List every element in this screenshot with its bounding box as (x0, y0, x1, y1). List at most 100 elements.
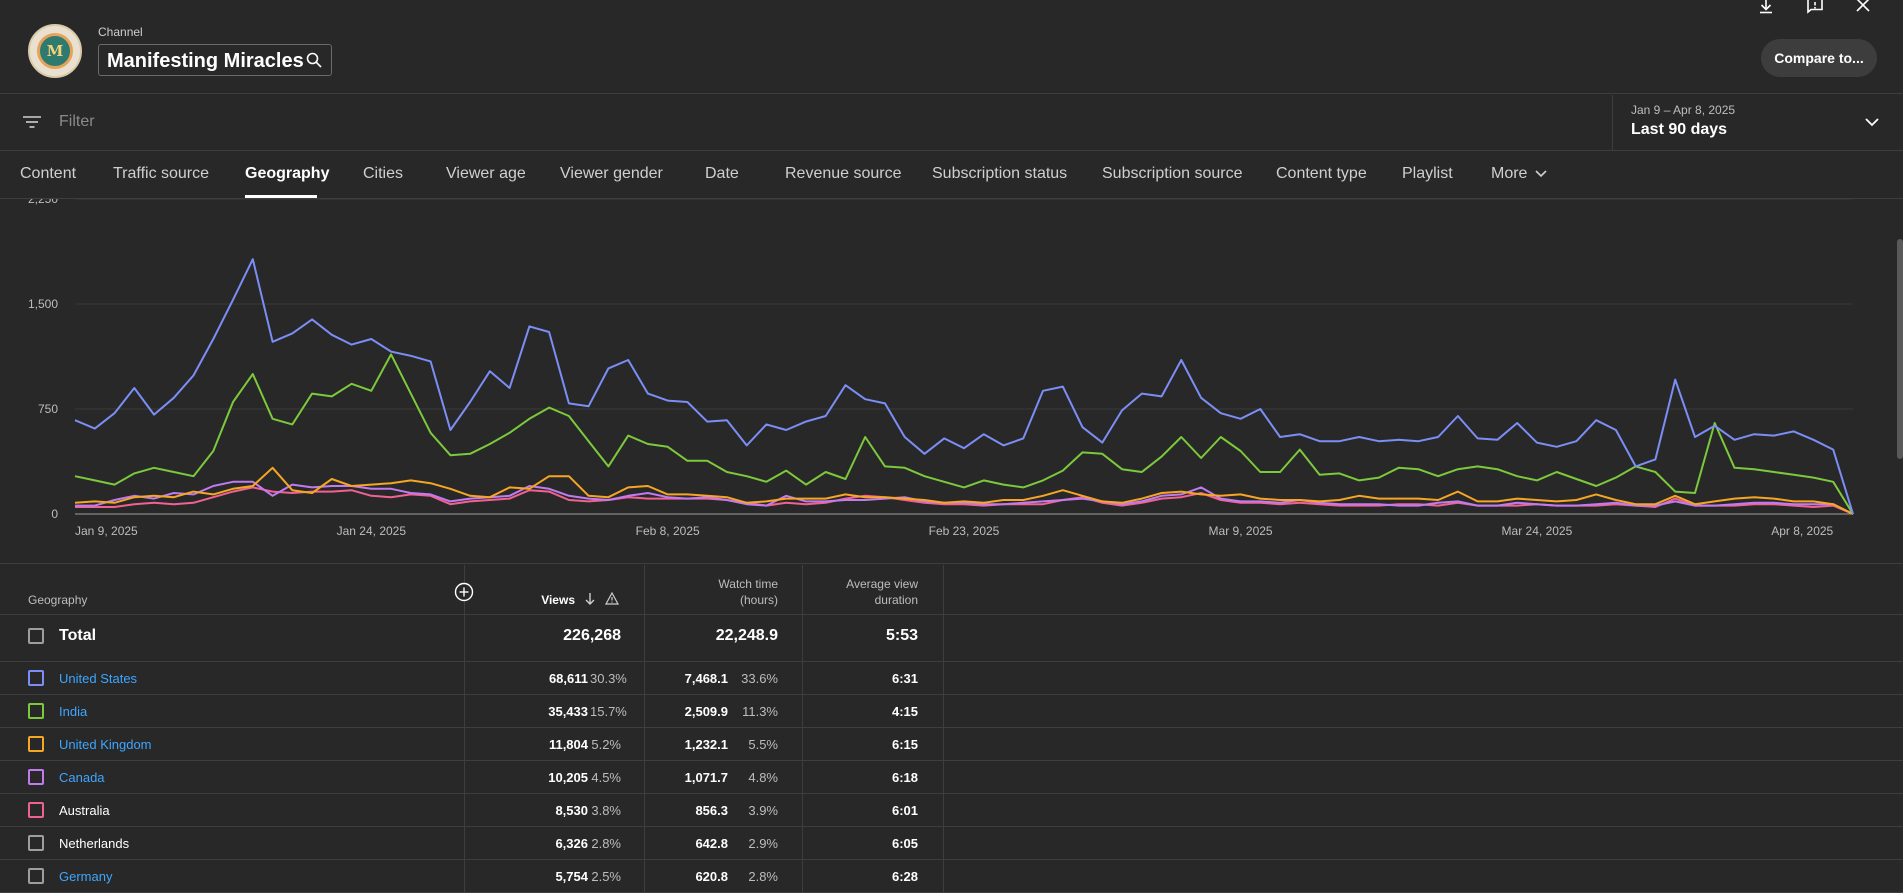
close-icon[interactable] (1856, 0, 1870, 12)
avg-duration-value: 6:28 (891, 869, 918, 884)
views-value: 8,530 (555, 803, 588, 818)
channel-avatar[interactable]: M (28, 24, 82, 78)
add-column-icon[interactable] (454, 582, 474, 602)
watch-time-percent: 3.9% (748, 803, 778, 818)
row-checkbox[interactable] (28, 835, 44, 851)
x-tick-label: Feb 23, 2025 (929, 524, 1000, 538)
views-value: 5,754 (555, 869, 588, 884)
scrollbar-thumb[interactable] (1897, 239, 1903, 459)
date-range-selector[interactable]: Jan 9 – Apr 8, 2025 Last 90 days (1612, 95, 1903, 151)
watch-time-value: 642.8 (695, 836, 728, 851)
watch-time-value: 2,509.9 (684, 704, 728, 719)
column-divider (802, 565, 803, 892)
tab-content[interactable]: Content (20, 165, 77, 182)
sort-down-icon[interactable] (584, 592, 596, 606)
filter-icon[interactable] (22, 112, 42, 132)
total-label: Total (59, 627, 97, 644)
country-name[interactable]: Germany (59, 869, 113, 884)
tab-more-label: More (1491, 165, 1528, 182)
avg-duration-value: 6:31 (891, 671, 918, 686)
avatar-letter: M (46, 42, 64, 60)
avg-duration-value: 6:18 (891, 770, 918, 785)
y-tick-label: 750 (38, 402, 58, 416)
avg-duration-value: 6:05 (891, 836, 918, 851)
row-divider (0, 793, 1903, 794)
total-checkbox[interactable] (28, 628, 44, 644)
search-icon[interactable] (305, 51, 323, 69)
row-divider (0, 727, 1903, 728)
x-tick-label: Apr 8, 2025 (1771, 524, 1833, 538)
country-name: Netherlands (59, 836, 130, 851)
row-checkbox[interactable] (28, 736, 44, 752)
header: M Channel Manifesting Miracles Compare t… (0, 0, 1903, 94)
tab-viewer-age[interactable]: Viewer age (446, 165, 526, 182)
row-divider (0, 826, 1903, 827)
avg-duration-value: 6:01 (891, 803, 918, 818)
series-line-1 (74, 353, 1854, 515)
channel-selector[interactable]: Manifesting Miracles (98, 44, 332, 76)
tab-content-type[interactable]: Content type (1276, 165, 1367, 182)
feedback-icon[interactable] (1806, 0, 1824, 14)
row-divider (0, 694, 1903, 695)
avg-view-duration-header[interactable]: Average view duration (846, 577, 918, 607)
total-avg-duration: 5:53 (885, 627, 918, 644)
x-tick-label: Mar 24, 2025 (1502, 524, 1573, 538)
row-checkbox[interactable] (28, 769, 44, 785)
tab-viewer-gender[interactable]: Viewer gender (560, 165, 663, 182)
views-percent: 2.8% (591, 836, 621, 851)
column-divider (464, 565, 465, 892)
x-tick-label: Feb 8, 2025 (636, 524, 700, 538)
x-tick-label: Jan 9, 2025 (75, 524, 138, 538)
tab-subscription-status[interactable]: Subscription status (932, 165, 1068, 182)
tab-date[interactable]: Date (705, 165, 739, 182)
watch-time-percent: 33.6% (741, 671, 778, 686)
download-icon[interactable] (1758, 0, 1774, 14)
views-value: 11,804 (548, 737, 588, 752)
tab-subscription-source[interactable]: Subscription source (1102, 165, 1243, 182)
warning-icon[interactable] (605, 592, 619, 605)
tab-more[interactable]: More (1491, 165, 1547, 183)
y-tick-label: 0 (51, 507, 58, 521)
tab-playlist[interactable]: Playlist (1402, 165, 1453, 182)
y-tick-label: 1,500 (28, 297, 58, 311)
date-range-text: Jan 9 – Apr 8, 2025 (1631, 103, 1736, 117)
filter-input[interactable]: Filter (59, 113, 95, 130)
chart-area: 0 750 1,500 2,250 Jan 9, 2025 Jan 24, 2025 Feb… (0, 199, 1903, 564)
compare-button[interactable]: Compare to... (1761, 39, 1877, 77)
series-line-3 (75, 480, 1854, 515)
country-name[interactable]: India (59, 704, 88, 719)
column-divider (943, 565, 944, 892)
filter-bar: Filter Jan 9 – Apr 8, 2025 Last 90 days (0, 95, 1903, 151)
tab-traffic-source[interactable]: Traffic source (113, 165, 210, 182)
views-value: 35,433 (548, 704, 588, 719)
x-tick-label: Jan 24, 2025 (337, 524, 407, 538)
views-header[interactable]: Views (541, 593, 575, 607)
chevron-down-icon (1865, 118, 1879, 127)
row-checkbox[interactable] (28, 670, 44, 686)
avg-duration-value: 6:15 (891, 737, 918, 752)
views-percent: 15.7% (590, 704, 627, 719)
country-name[interactable]: United States (59, 671, 138, 686)
country-name[interactable]: Canada (59, 770, 105, 785)
tab-geography[interactable]: Geography (245, 165, 330, 182)
total-views: 226,268 (563, 627, 621, 644)
geography-header[interactable]: Geography (28, 593, 88, 607)
row-checkbox[interactable] (28, 868, 44, 884)
watch-time-value: 1,232.1 (684, 737, 728, 752)
tab-revenue-source[interactable]: Revenue source (785, 165, 902, 182)
channel-label: Channel (98, 25, 143, 39)
watch-time-value: 856.3 (695, 803, 728, 818)
row-divider (0, 661, 1903, 662)
watch-time-percent: 2.8% (748, 869, 778, 884)
row-checkbox[interactable] (28, 703, 44, 719)
views-line-chart: 0 750 1,500 2,250 Jan 9, 2025 Jan 24, 2025 Feb… (28, 199, 1854, 538)
watch-time-value: 1,071.7 (684, 770, 728, 785)
dimension-tabs: Content Traffic source Geography Cities … (0, 152, 1903, 199)
country-name[interactable]: United Kingdom (59, 737, 152, 752)
tab-cities[interactable]: Cities (363, 165, 404, 182)
avg-duration-value: 4:15 (891, 704, 918, 719)
row-checkbox[interactable] (28, 802, 44, 818)
watch-time-header[interactable]: Watch time (hours) (718, 577, 778, 607)
watch-time-percent: 2.9% (748, 836, 778, 851)
y-tick-label: 2,250 (28, 199, 58, 206)
